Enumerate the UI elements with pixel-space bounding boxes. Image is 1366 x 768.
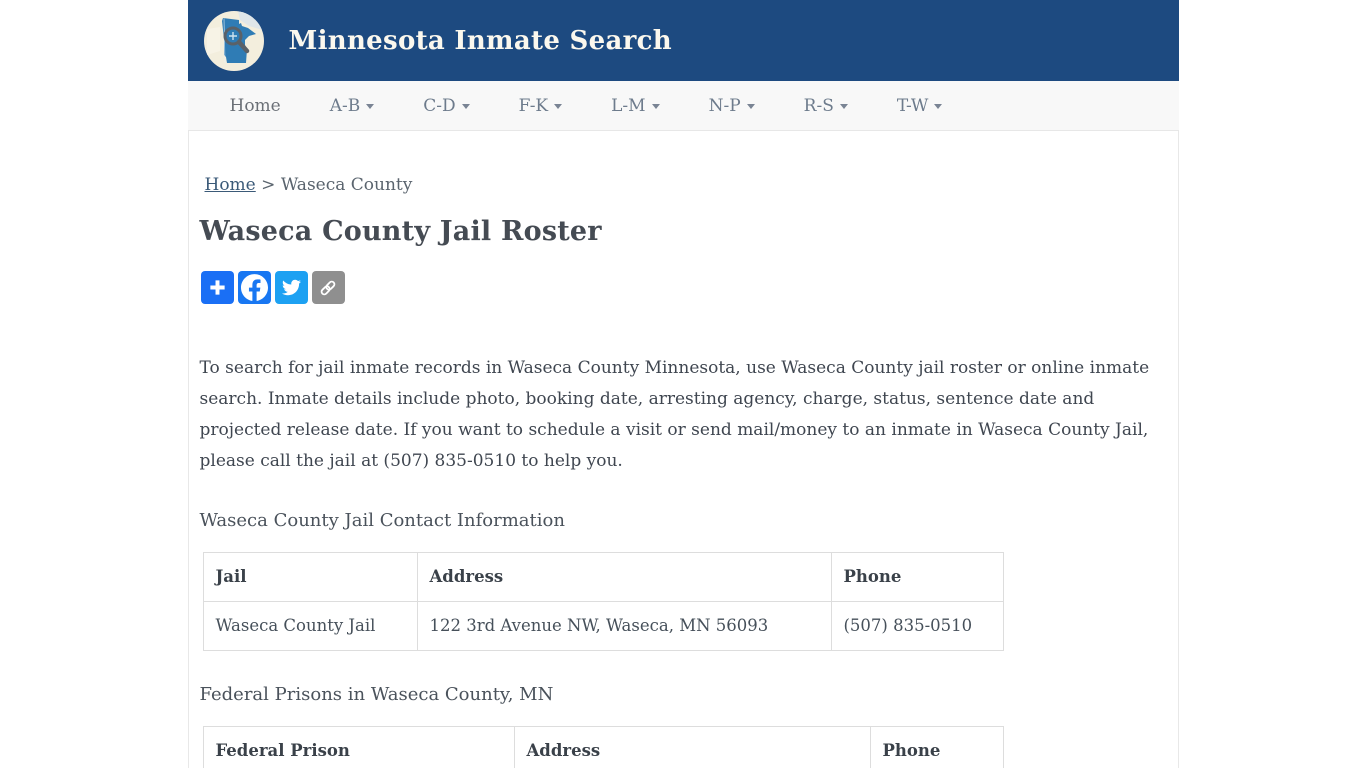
column-header-phone: Phone xyxy=(830,552,1004,602)
breadcrumb-current: Waseca County xyxy=(280,175,413,195)
nav-item-r-s[interactable]: R-S xyxy=(804,96,848,116)
breadcrumb: Home > Waseca County xyxy=(189,131,1178,195)
section-heading-federal-prisons: Federal Prisons in Waseca County, MN xyxy=(199,684,554,705)
jail-address-cell: 122 3rd Avenue NW, Waseca, MN 56093 xyxy=(416,601,832,651)
link-icon xyxy=(320,280,336,295)
column-header-address: Address xyxy=(513,726,871,768)
caret-down-icon xyxy=(839,103,848,109)
caret-down-icon xyxy=(554,103,563,109)
column-header-phone: Phone xyxy=(869,726,1004,768)
minnesota-search-logo xyxy=(203,10,264,71)
nav-item-n-p[interactable]: N-P xyxy=(709,96,755,116)
jail-name-cell: Waseca County Jail xyxy=(202,601,418,651)
caret-down-icon xyxy=(934,103,943,109)
nav-item-home[interactable]: Home xyxy=(229,95,281,116)
breadcrumb-separator: > xyxy=(261,175,276,195)
page-title: Waseca County Jail Roster xyxy=(199,216,602,247)
table-header-row: Federal Prison Address Phone xyxy=(202,726,1004,768)
breadcrumb-home-link[interactable]: Home xyxy=(204,175,256,195)
twitter-share-button[interactable] xyxy=(274,271,308,304)
caret-down-icon xyxy=(651,103,660,109)
page-container: Minnesota Inmate Search Home A-B C-D F-K… xyxy=(187,0,1179,768)
site-title: Minnesota Inmate Search xyxy=(288,25,672,56)
intro-paragraph: To search for jail inmate records in Was… xyxy=(199,358,1150,471)
nav-item-f-k[interactable]: F-K xyxy=(519,96,563,116)
federal-prisons-table: Federal Prison Address Phone Waseca Fede… xyxy=(202,726,1004,768)
share-plus-button[interactable] xyxy=(200,271,234,304)
nav-item-c-d[interactable]: C-D xyxy=(423,96,470,116)
table-row: Waseca County Jail 122 3rd Avenue NW, Wa… xyxy=(202,601,1004,651)
column-header-address: Address xyxy=(416,552,832,602)
nav-item-l-m[interactable]: L-M xyxy=(611,96,660,116)
nav-item-t-w[interactable]: T-W xyxy=(897,96,943,116)
nav-item-a-b[interactable]: A-B xyxy=(330,96,375,116)
caret-down-icon xyxy=(461,103,470,109)
main-content: Home > Waseca County Waseca County Jail … xyxy=(187,131,1179,768)
jail-contact-table: Jail Address Phone Waseca County Jail 12… xyxy=(202,552,1004,651)
share-buttons xyxy=(200,271,1178,304)
caret-down-icon xyxy=(746,103,755,109)
caret-down-icon xyxy=(366,103,375,109)
facebook-icon xyxy=(240,274,268,301)
table-header-row: Jail Address Phone xyxy=(202,552,1004,602)
section-heading-jail-contact: Waseca County Jail Contact Information xyxy=(199,510,565,531)
copy-link-button[interactable] xyxy=(311,271,345,304)
jail-phone-cell: (507) 835-0510 xyxy=(830,601,1004,651)
twitter-bird-icon xyxy=(281,279,301,296)
column-header-federal-prison: Federal Prison xyxy=(202,726,515,768)
plus-icon xyxy=(209,280,225,295)
facebook-share-button[interactable] xyxy=(237,271,271,304)
site-header: Minnesota Inmate Search xyxy=(187,0,1179,81)
main-nav: Home A-B C-D F-K L-M N-P R-S T-W xyxy=(187,81,1179,131)
column-header-jail: Jail xyxy=(202,552,418,602)
